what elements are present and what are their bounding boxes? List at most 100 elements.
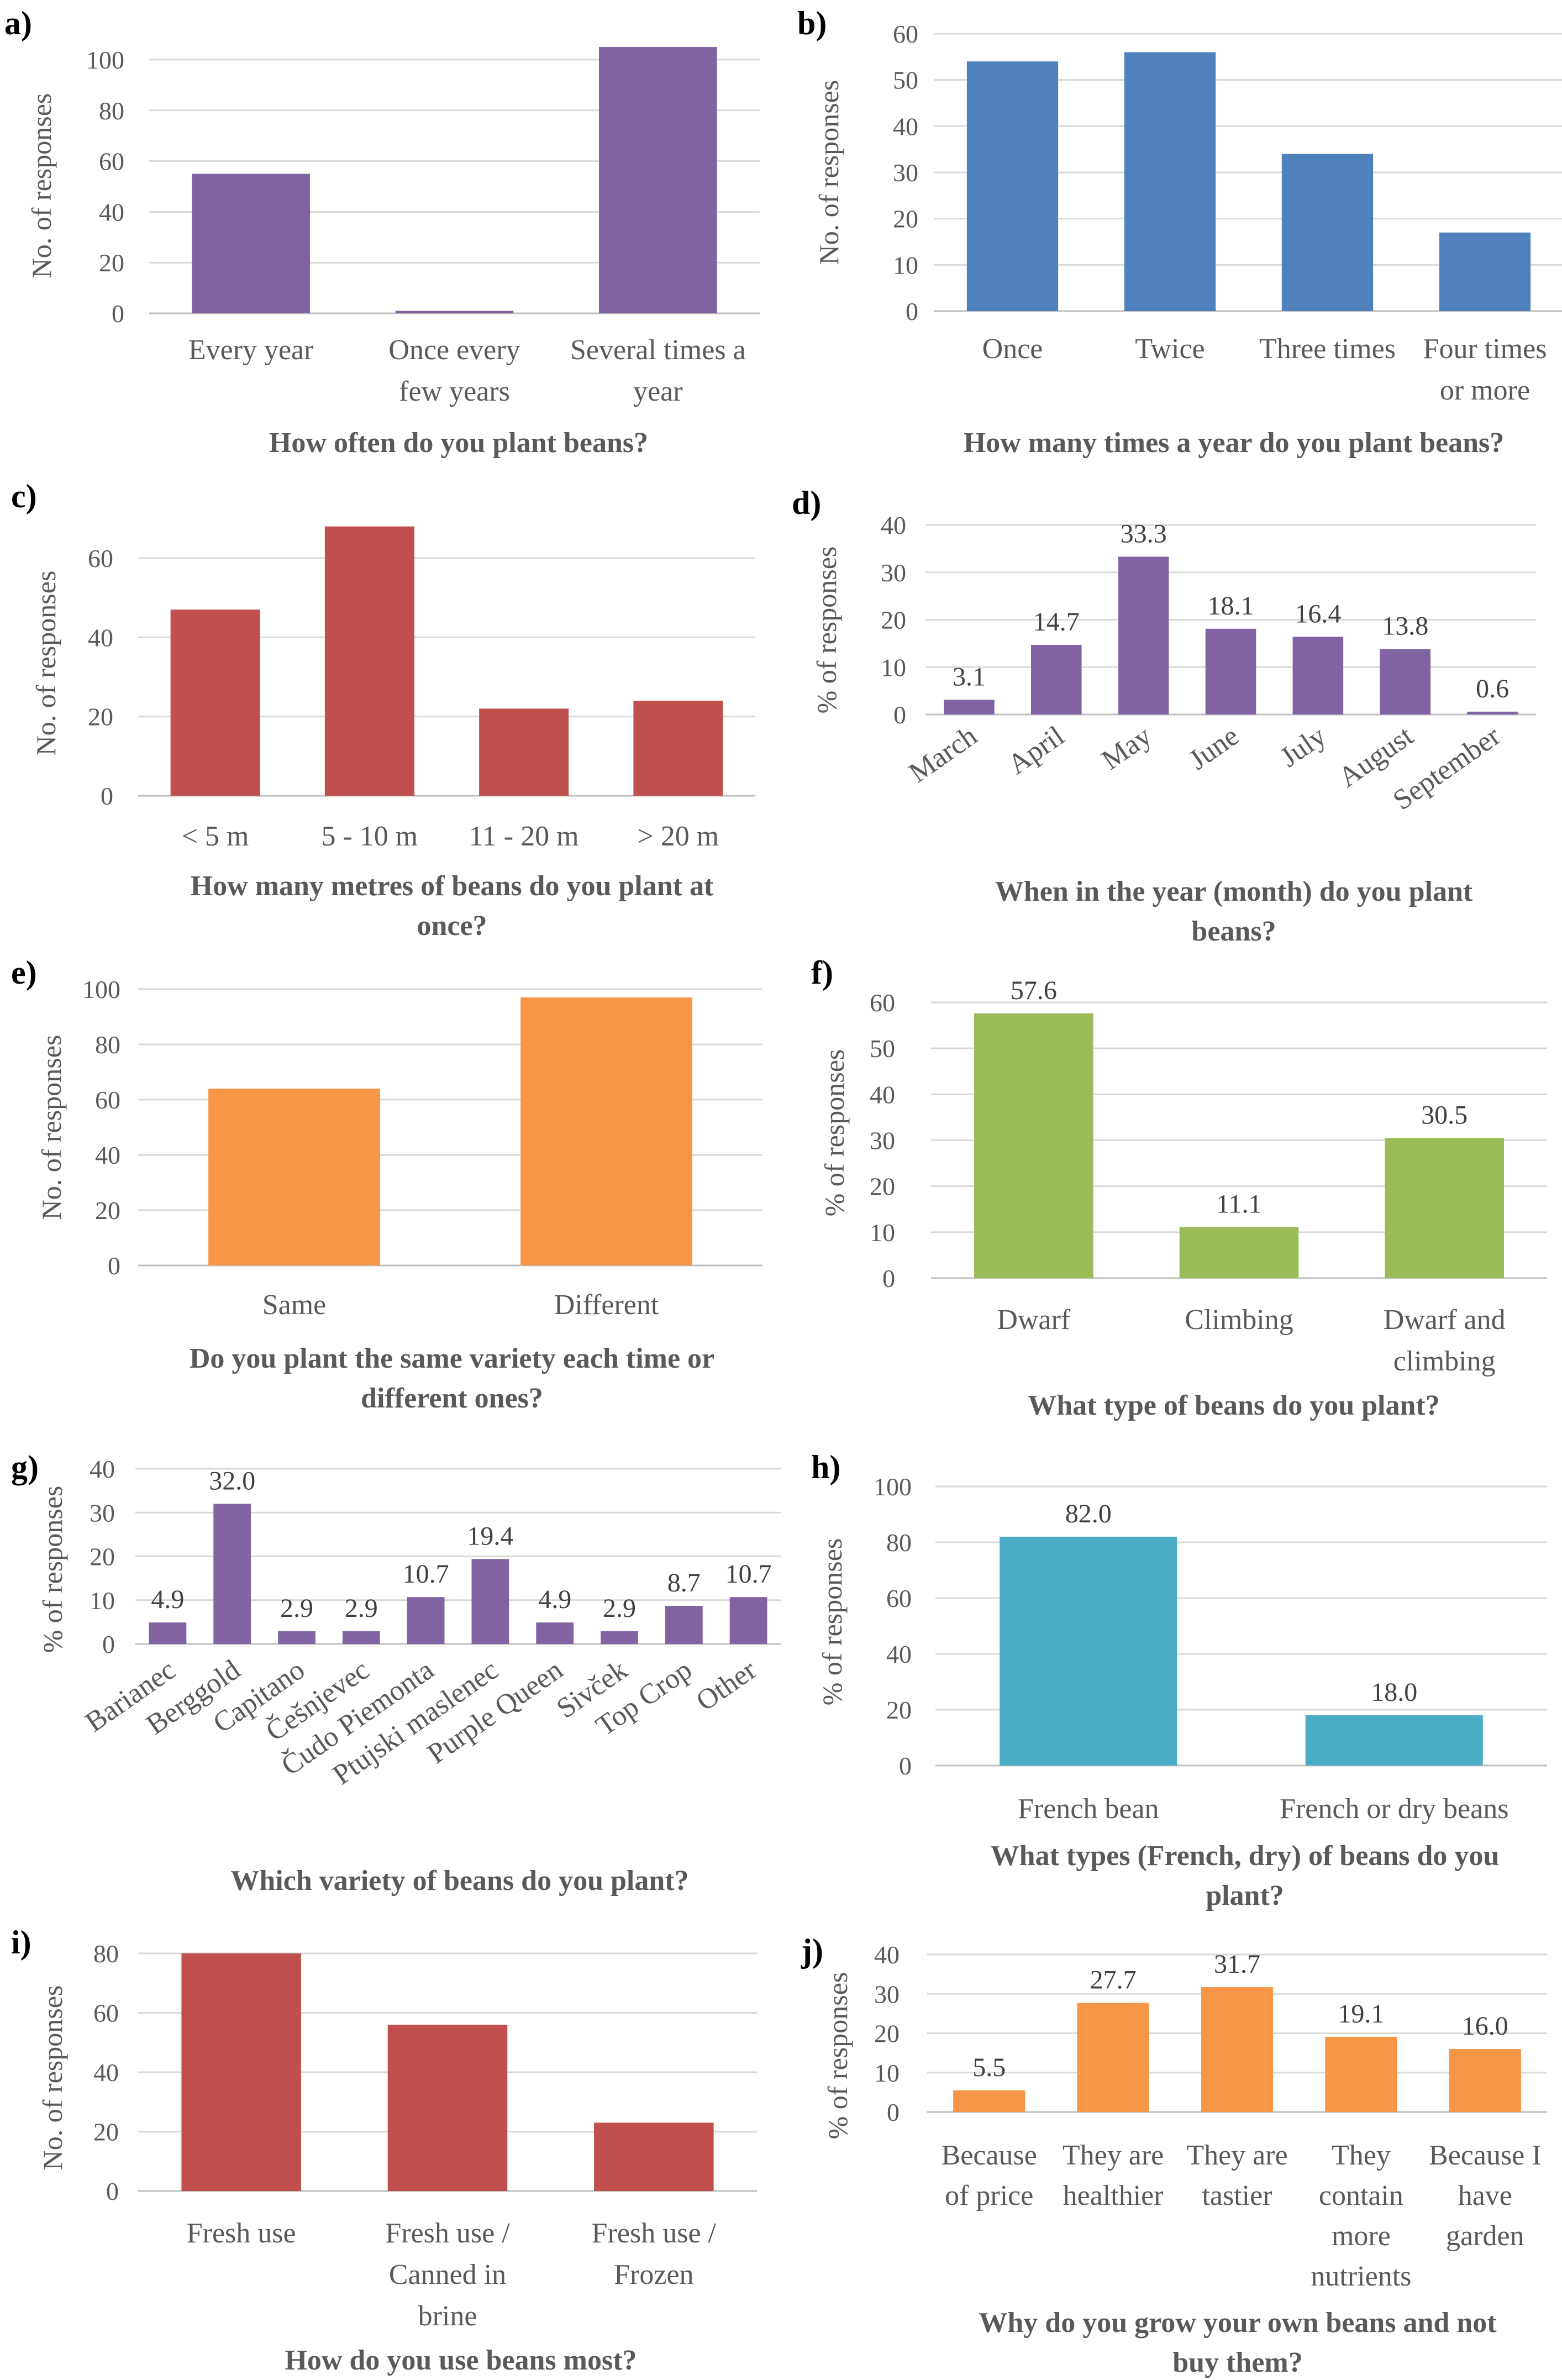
y-tick-label: 20 [870,1173,895,1201]
x-category-label: Twice [1135,333,1205,365]
y-tick-label: 80 [886,1528,912,1557]
bar [601,1631,638,1644]
data-label: 10.7 [725,1559,772,1589]
chart-panel-d: d) 0 10 20 30 40 % of responses 3.1 March 14.7 Apr… [792,485,1536,947]
x-category-label: Frozen [614,2259,693,2290]
data-label: 16.4 [1295,599,1341,628]
x-category-label: < 5 m [182,821,249,852]
x-category-label: They are [1063,2140,1164,2171]
bar [1439,232,1531,311]
chart-title: How many metres of beans do you plant at [191,870,714,902]
chart-title: What type of beans do you plant? [1028,1390,1439,1421]
x-category-label: nutrients [1311,2261,1411,2292]
bar [324,526,414,796]
chart-title: How often do you plant beans? [269,427,648,459]
data-label: 33.3 [1121,519,1167,548]
bar [1201,1987,1274,2112]
x-category-label: have [1458,2180,1512,2211]
bar [342,1631,380,1644]
x-category-label: climbing [1393,1346,1496,1377]
y-tick-label: 40 [95,1141,120,1169]
y-axis-label: No. of responses [30,571,61,756]
bar [213,1504,251,1644]
y-tick-label: 30 [90,1499,115,1527]
data-label: 27.7 [1090,1966,1137,1995]
chart-title: When in the year (month) do you plant [995,876,1473,907]
y-tick-label: 0 [899,1752,912,1780]
y-tick-label: 40 [886,1640,912,1668]
panel-label: i) [11,1924,31,1961]
bar [974,1013,1093,1278]
panel-label: e) [11,954,37,991]
x-category-label: Once [982,333,1043,365]
x-category-label: 11 - 20 m [469,821,579,852]
x-category-label: French bean [1018,1793,1159,1825]
y-tick-label: 20 [95,1196,120,1225]
y-tick-label: 30 [893,159,918,187]
y-tick-label: 0 [112,300,124,328]
y-tick-label: 20 [88,703,113,731]
bar [1467,711,1518,714]
bar [1118,556,1169,714]
panel-label: h) [811,1449,840,1485]
chart-title: different ones? [361,1383,543,1414]
panel-label: f) [811,954,833,991]
x-category-label: Several times a [570,334,746,366]
bar [1380,649,1430,714]
y-tick-label: 0 [108,1252,120,1280]
panel-label: b) [797,5,827,41]
x-category-label: May [1096,720,1158,776]
x-category-label: Once every [388,334,520,366]
x-category-label: Three times [1259,333,1396,365]
bar [599,47,717,314]
data-label: 19.1 [1338,1999,1384,2029]
y-tick-label: 100 [86,46,124,74]
data-label: 4.9 [151,1585,184,1614]
bar [471,1559,509,1644]
x-category-label: few years [399,376,510,407]
y-tick-label: 20 [893,205,918,233]
x-category-label: year [633,376,682,407]
y-tick-label: 0 [887,2098,900,2126]
y-axis-label: No. of responses [36,1035,67,1220]
bar [1281,154,1374,311]
bar [966,61,1059,311]
y-tick-label: 10 [874,2059,900,2087]
bar [953,2090,1025,2112]
bar [1077,2003,1149,2112]
y-tick-label: 20 [90,1543,115,1571]
y-tick-label: 20 [874,2020,900,2048]
y-tick-label: 30 [874,1980,900,2008]
chart-panel-i: i) 0 20 40 60 80 No. of responses Fresh use Fres… [11,1924,757,2376]
bar [1205,628,1256,714]
bar [407,1597,445,1644]
data-label: 2.9 [345,1594,378,1623]
x-category-label: June [1184,720,1245,776]
bar [520,997,692,1265]
bar [594,2122,714,2191]
chart-title: once? [417,910,487,942]
y-axis-label: % of responses [819,1049,850,1217]
x-category-label: April [1002,720,1070,781]
chart-panel-b: b) 0 10 20 30 40 50 60 No. of responses Once Twice… [797,5,1562,459]
y-tick-label: 0 [906,297,918,325]
x-category-label: more [1332,2220,1391,2252]
y-tick-label: 10 [893,251,918,279]
data-label: 0.6 [1476,674,1509,703]
data-label: 2.9 [280,1594,313,1623]
data-label: 14.7 [1033,607,1080,637]
y-tick-label: 40 [93,2058,119,2087]
y-tick-label: 80 [99,97,124,125]
bar [1385,1138,1504,1278]
chart-title: How many times a year do you plant beans… [964,427,1504,459]
panel-label: c) [11,478,37,514]
y-tick-label: 30 [881,559,906,587]
x-category-label: > 20 m [637,821,719,852]
chart-title: What types (French, dry) of beans do you [991,1840,1500,1872]
y-tick-label: 100 [82,975,120,1004]
y-tick-label: 40 [874,1941,900,1969]
y-tick-label: 0 [102,1630,115,1658]
x-category-label: garden [1446,2220,1524,2252]
y-tick-label: 50 [870,1034,895,1063]
